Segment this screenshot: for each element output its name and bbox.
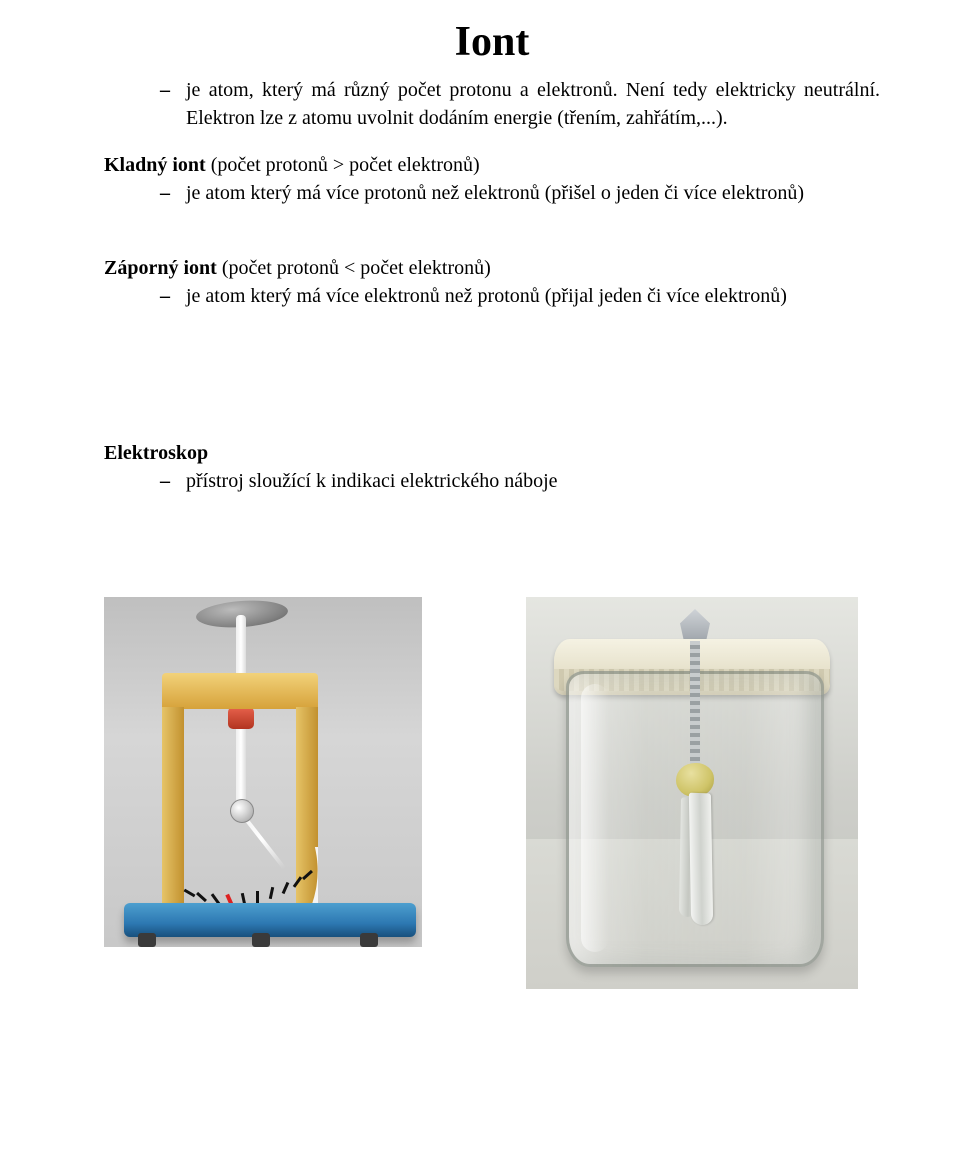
intro-list: – je atom, který má různý počet protonu …	[104, 76, 880, 132]
kladny-item-text: je atom který má více protonů než elektr…	[186, 179, 880, 207]
photo-foil-leaf	[689, 793, 713, 926]
elektroskop-heading: Elektroskop	[104, 442, 880, 465]
elektroskop-item-text: přístroj sloužící k indikaci elektrickéh…	[186, 467, 880, 495]
bullet-dash: –	[160, 76, 186, 104]
render-feet	[104, 931, 422, 947]
render-pivot	[230, 799, 254, 823]
list-item: – je atom který má více protonů než elek…	[160, 179, 880, 207]
kladny-heading: Kladný iont (počet protonů > počet elekt…	[104, 154, 880, 177]
bullet-dash: –	[160, 179, 186, 207]
electroscope-jar-image	[526, 597, 858, 989]
render-scale	[178, 847, 318, 907]
elektroskop-heading-bold: Elektroskop	[104, 442, 208, 464]
elektroskop-list: – přístroj sloužící k indikaci elektrick…	[104, 467, 880, 495]
zaporny-list: – je atom který má více elektronů než pr…	[104, 282, 880, 310]
zaporny-item-text: je atom který má více elektronů než prot…	[186, 282, 880, 310]
list-item: – je atom, který má různý počet protonu …	[160, 76, 880, 132]
zaporny-heading: Záporný iont (počet protonů < počet elek…	[104, 257, 880, 280]
list-item: – přístroj sloužící k indikaci elektrick…	[160, 467, 880, 495]
electroscope-render-image	[104, 597, 422, 947]
page-title: Iont	[104, 18, 880, 66]
bullet-dash: –	[160, 467, 186, 495]
intro-text: je atom, který má různý počet protonu a …	[186, 76, 880, 132]
bullet-dash: –	[160, 282, 186, 310]
list-item: – je atom který má více elektronů než pr…	[160, 282, 880, 310]
kladny-list: – je atom který má více protonů než elek…	[104, 179, 880, 207]
images-row	[104, 597, 880, 989]
zaporny-heading-rest: (počet protonů < počet elektronů)	[222, 257, 491, 279]
kladny-heading-rest: (počet protonů > počet elektronů)	[211, 154, 480, 176]
document-page: Iont – je atom, který má různý počet pro…	[0, 0, 960, 1029]
kladny-heading-bold: Kladný iont	[104, 154, 206, 176]
zaporny-heading-bold: Záporný iont	[104, 257, 217, 279]
